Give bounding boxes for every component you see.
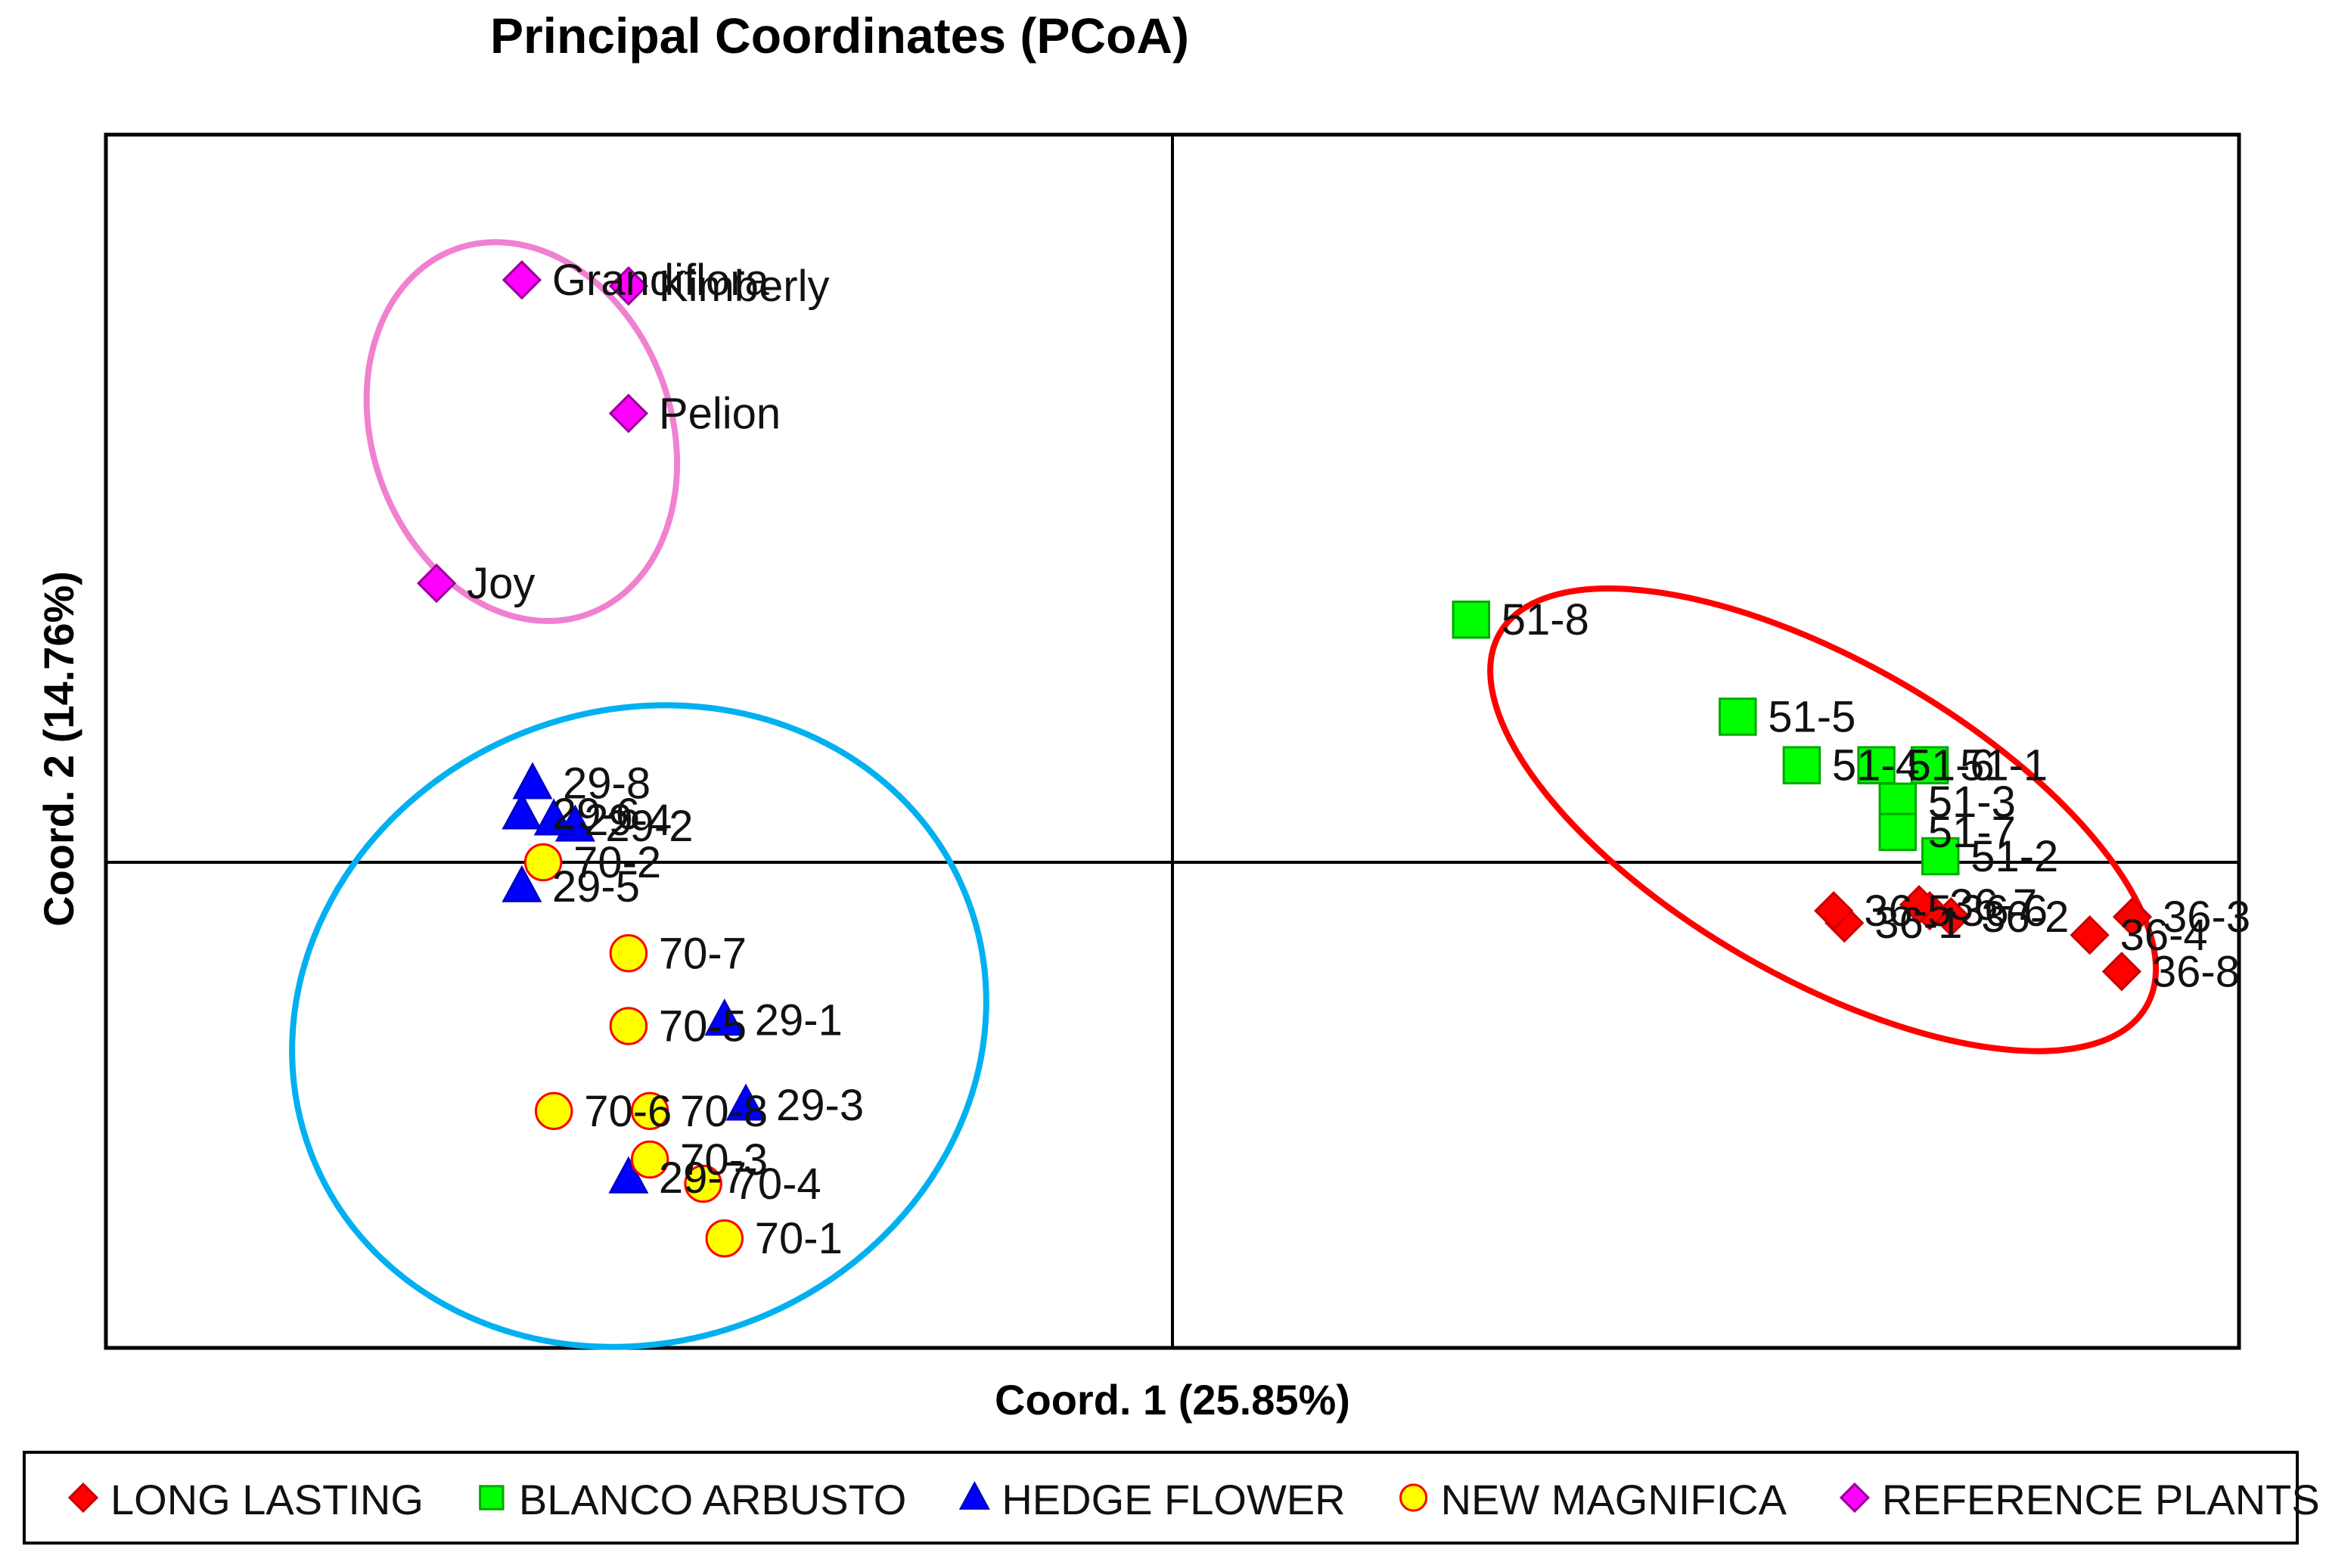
point-label-70-1: 70-1 [755, 1214, 843, 1263]
point-label-51-8: 51-8 [1501, 595, 1589, 644]
point-70-6 [534, 1091, 573, 1131]
x-axis-label: Coord. 1 (25.85%) [995, 1376, 1350, 1424]
point-label-29-2: 29-2 [605, 802, 693, 851]
point-70-8 [630, 1091, 669, 1131]
ellipse-reference-plants-cluster [363, 239, 681, 625]
point-label-51-7: 51-7 [1928, 808, 2016, 857]
point-51-7 [1878, 812, 1918, 852]
point-labels: 36-1 36-2 36-336-4 36-5 36-636-7 36-8 51-1 51-2… [467, 256, 2250, 1263]
point-29-3 [725, 1083, 766, 1121]
point-label-pelion: Pelion [659, 390, 781, 439]
legend-marker-reference-plants [1839, 1482, 1871, 1514]
ellipse-hedge-magnifica-cluster [289, 702, 989, 1350]
point-70-4 [684, 1164, 722, 1203]
legend-marker-blanco-arbusto [479, 1485, 505, 1511]
point-label-51-6: 51-6 [1907, 741, 1995, 790]
point-70-2 [523, 843, 563, 882]
point-29-7 [608, 1156, 649, 1194]
point-29-5 [502, 865, 542, 902]
legend-box [23, 1451, 2299, 1545]
legend: LONG LASTING BLANCO ARBUSTO HEDGE FLOWER NE… [67, 1476, 2320, 1523]
point-label-70-6: 70-6 [584, 1087, 672, 1136]
point-label-36-3: 36-3 [2163, 893, 2250, 942]
point-label-joy: Joy [467, 559, 535, 608]
point-label-kimberly: Kimberly [659, 262, 830, 311]
legend-label-new-magnifica: NEW MAGNIFICA [1441, 1476, 1787, 1523]
point-label-29-4: 29-4 [584, 796, 672, 845]
legend-marker-new-magnifica [1399, 1483, 1428, 1512]
chart-title: Principal Coordinates (PCoA) [490, 8, 1189, 64]
point-label-36-2: 36-2 [1981, 893, 2069, 942]
point-70-3 [630, 1140, 669, 1179]
legend-label-reference-plants: REFERENCE PLANTS [1882, 1476, 2320, 1523]
point-label-51-5: 51-5 [1768, 693, 1856, 742]
point-label-36-4: 36-4 [2120, 911, 2208, 960]
point-label-29-8: 29-8 [563, 759, 651, 809]
point-label-70-2: 70-2 [573, 838, 661, 887]
point-label-36-5: 36-5 [1864, 886, 1952, 936]
point-grandiflora [502, 259, 542, 300]
point-label-36-8: 36-8 [2152, 947, 2240, 996]
point-36-3 [2112, 897, 2153, 937]
legend-marker-hedge-flower [958, 1480, 990, 1510]
point-pelion [608, 393, 649, 433]
point-kimberly [608, 265, 649, 306]
point-label-70-4: 70-4 [734, 1160, 821, 1209]
point-label-36-1: 36-1 [1874, 899, 1962, 948]
point-label-29-7: 29-7 [659, 1153, 747, 1203]
point-label-grandiflora: Grandiflora [552, 256, 770, 305]
point-36-5 [1814, 891, 1854, 931]
point-70-7 [609, 934, 648, 973]
point-label-70-5: 70-5 [659, 1002, 747, 1051]
point-label-29-3: 29-3 [776, 1081, 864, 1130]
point-label-70-3: 70-3 [680, 1135, 768, 1185]
point-70-1 [705, 1219, 744, 1258]
point-label-51-3: 51-3 [1928, 778, 2016, 827]
point-label-51-4: 51-4 [1832, 741, 1920, 790]
data-points [416, 259, 2153, 1258]
point-51-5 [1719, 697, 1757, 736]
point-36-4 [2070, 915, 2110, 955]
legend-label-hedge-flower: HEDGE FLOWER [1002, 1476, 1345, 1523]
point-29-8 [512, 762, 553, 800]
legend-marker-long-lasting [67, 1482, 99, 1514]
point-joy [416, 563, 457, 604]
point-70-5 [609, 1007, 648, 1045]
point-label-51-1: 51-1 [1960, 741, 2048, 790]
cluster-ellipses [289, 239, 2160, 1350]
point-51-8 [1452, 600, 1491, 639]
point-label-29-6: 29-6 [552, 790, 640, 839]
legend-label-blanco-arbusto: BLANCO ARBUSTO [519, 1476, 906, 1523]
ellipse-long-lasting-blanco-cluster [1487, 585, 2160, 1054]
point-51-6 [1857, 746, 1896, 784]
point-51-2 [1921, 837, 1960, 876]
point-label-51-2: 51-2 [1970, 832, 2058, 881]
point-label-70-7: 70-7 [659, 929, 747, 978]
point-51-1 [1910, 746, 1949, 784]
point-label-36-7: 36-7 [1949, 880, 2037, 930]
point-51-4 [1782, 746, 1821, 784]
point-label-70-8: 70-8 [680, 1087, 768, 1136]
legend-label-long-lasting: LONG LASTING [110, 1476, 424, 1523]
point-36-8 [2101, 952, 2142, 992]
point-29-4 [533, 798, 574, 836]
point-label-29-1: 29-1 [755, 996, 843, 1045]
y-axis-label: Coord. 2 (14.76%) [35, 571, 82, 927]
point-label-29-5: 29-5 [552, 862, 640, 911]
point-36-7 [1899, 885, 1939, 925]
point-label-36-6: 36-6 [1960, 886, 2048, 936]
point-29-6 [502, 792, 542, 830]
point-29-1 [704, 998, 745, 1036]
